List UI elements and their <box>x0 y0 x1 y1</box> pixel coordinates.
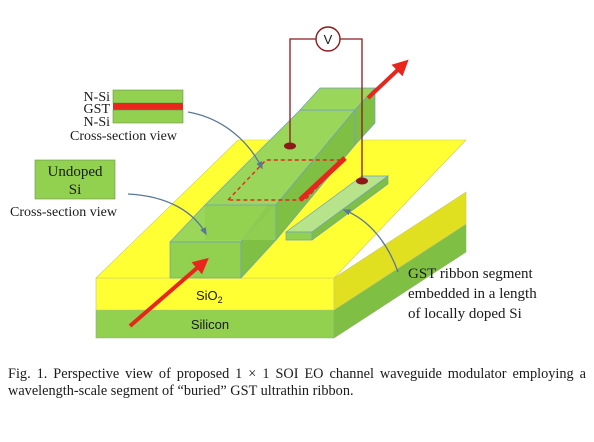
gst-ribbon-line-3: of locally doped Si <box>408 306 522 322</box>
output-light-arrow <box>368 64 404 98</box>
nsi-top-block <box>113 90 183 103</box>
figure-caption: Fig. 1. Perspective view of proposed 1 ×… <box>8 366 586 400</box>
cross-section-label-2: Cross-section view <box>10 205 118 220</box>
gst-layer-block <box>113 103 183 110</box>
gst-ribbon-line-1: GST ribbon segment <box>408 266 534 282</box>
silicon-label: Silicon <box>191 317 229 332</box>
gst-ribbon-description: GST ribbon segment embedded in a length … <box>408 266 537 322</box>
cross-section-label-1: Cross-section view <box>70 129 178 144</box>
gst-ribbon-line-2: embedded in a length <box>408 286 537 302</box>
si-label: Si <box>69 182 82 198</box>
undoped-label: Undoped <box>48 164 103 180</box>
contact-electrode-1 <box>284 143 296 150</box>
nsi-bottom-block <box>113 110 183 123</box>
cross-section-inset-undoped: Undoped Si Cross-section view <box>10 160 118 220</box>
voltmeter-label: V <box>324 32 333 47</box>
nsi-bottom-label: N-Si <box>84 115 111 130</box>
cross-section-inset-doped: N-Si GST N-Si Cross-section view <box>70 90 183 144</box>
waveguide-modulator-diagram: V N-Si GST N-Si Cross-section view Undop… <box>0 0 594 350</box>
contact-electrode-2 <box>356 178 368 185</box>
